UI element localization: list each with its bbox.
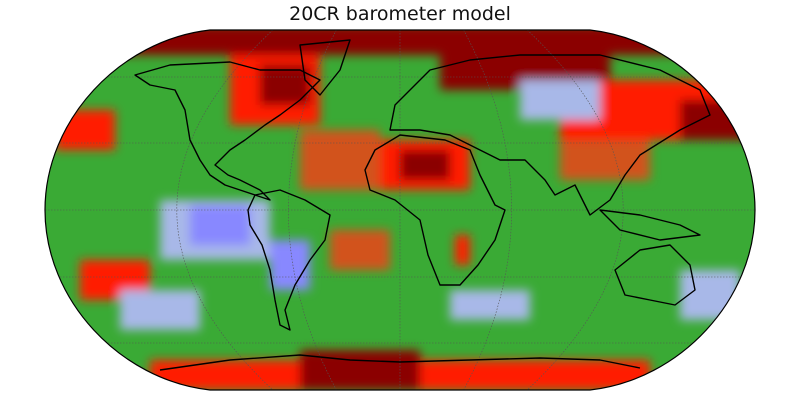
- anomaly-patch: [560, 140, 650, 180]
- indonesia-coastline: [599, 209, 701, 241]
- graticule: [45, 30, 755, 390]
- anomaly-patch: [330, 230, 390, 270]
- anomaly-patch: [300, 130, 380, 190]
- anomaly-patch: [455, 235, 470, 265]
- anomaly-patch: [270, 240, 310, 290]
- africa-coastline: [364, 134, 506, 286]
- anomaly-patch: [680, 100, 750, 140]
- anomaly-patch: [450, 290, 530, 320]
- south-america-coastline: [247, 189, 331, 331]
- anomaly-patch: [520, 80, 600, 120]
- coastlines: [134, 39, 711, 371]
- anomaly-patch: [120, 290, 200, 330]
- anomaly-patch: [190, 205, 250, 245]
- antarctica-coastline: [159, 354, 641, 371]
- eurasia-coastline: [389, 54, 711, 216]
- anomaly-patch: [55, 110, 115, 150]
- australia-coastline: [614, 244, 696, 306]
- meridian-line: [526, 30, 624, 390]
- anomaly-patch: [300, 350, 420, 390]
- greenland-coastline: [299, 39, 351, 96]
- meridian-line: [176, 30, 274, 390]
- anomaly-patch: [400, 150, 450, 180]
- map-boundary: [44, 29, 756, 391]
- map-title: 20CR barometer model: [289, 3, 511, 25]
